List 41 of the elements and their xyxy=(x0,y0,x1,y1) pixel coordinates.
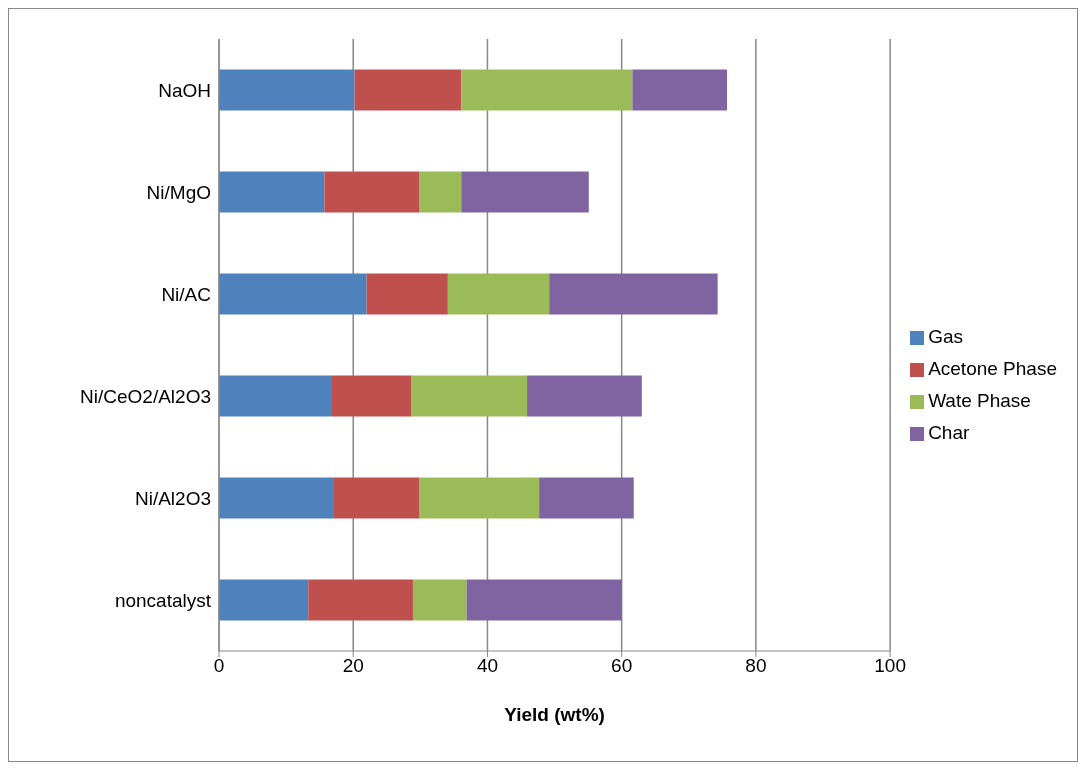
y-tick-label: noncatalyst xyxy=(114,589,212,611)
x-tick-label: 60 xyxy=(611,655,633,677)
y-tick-label: Ni/MgO xyxy=(146,181,211,203)
bar xyxy=(539,477,634,519)
legend-label: Gas xyxy=(928,326,963,347)
y-tick-label: NaOH xyxy=(158,79,211,101)
x-tick-label: 20 xyxy=(342,655,364,677)
x-tick-label: 80 xyxy=(745,655,767,677)
bar xyxy=(549,273,718,315)
bar xyxy=(461,171,589,213)
bar xyxy=(411,375,528,417)
bar xyxy=(412,579,467,621)
bar xyxy=(331,375,412,417)
x-tick-label: 40 xyxy=(476,655,499,677)
bar xyxy=(219,171,325,213)
bar xyxy=(632,69,728,111)
bar xyxy=(354,69,462,111)
y-tick-label: Ni/AC xyxy=(161,283,211,305)
legend-label: Char xyxy=(928,422,970,443)
bar xyxy=(219,375,332,417)
x-tick-label: 0 xyxy=(213,655,225,677)
bar xyxy=(461,69,633,111)
bar xyxy=(308,579,413,621)
bar xyxy=(366,273,448,315)
bar xyxy=(219,69,355,111)
bar xyxy=(219,273,367,315)
y-tick-label: Ni/Al2O3 xyxy=(134,487,211,509)
y-tick-label: Ni/CeO2/Al2O3 xyxy=(80,385,211,407)
bar xyxy=(527,375,642,417)
x-axis-title: Yield (wt%) xyxy=(504,704,605,725)
legend-label: Acetone Phase xyxy=(928,358,1057,379)
bar xyxy=(333,477,419,519)
legend-label: Wate Phase xyxy=(928,390,1031,411)
bar xyxy=(324,171,419,213)
bar xyxy=(466,579,622,621)
x-tick-label: 100 xyxy=(874,655,906,677)
bar xyxy=(447,273,550,315)
bar xyxy=(419,171,462,213)
bar xyxy=(219,579,309,621)
bar xyxy=(419,477,540,519)
bar xyxy=(219,477,334,519)
